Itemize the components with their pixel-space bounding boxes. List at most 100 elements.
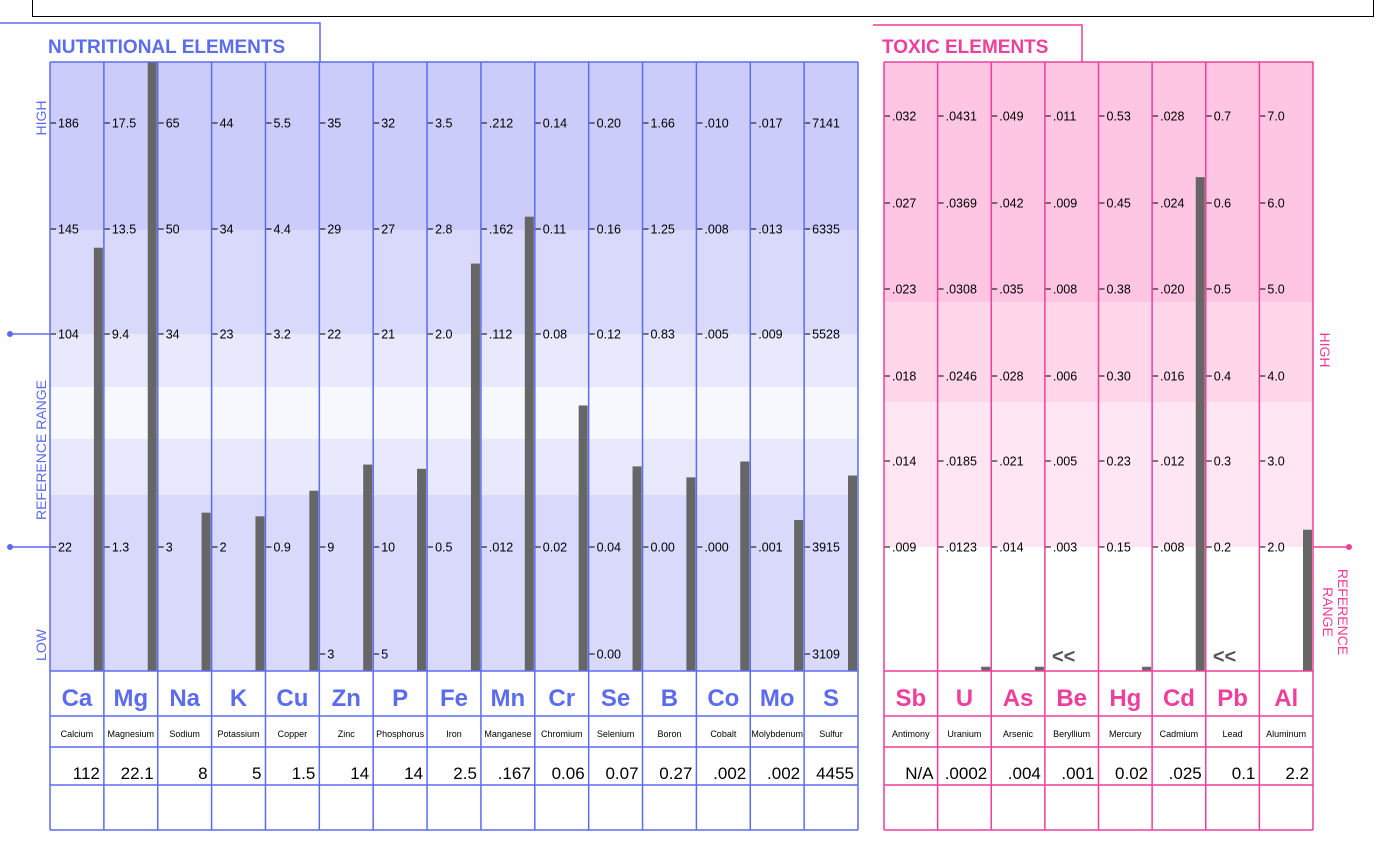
tick-label: .0246 bbox=[946, 370, 977, 384]
element-symbol: Sb bbox=[895, 685, 926, 712]
tick-label: .000 bbox=[704, 541, 728, 555]
nutritional-high-label: HIGH bbox=[33, 101, 49, 136]
element-name: Sodium bbox=[169, 729, 200, 739]
tick-label: 3.0 bbox=[1267, 455, 1284, 469]
tick-label: 9.4 bbox=[112, 328, 129, 342]
nutritional-column-s: 7141 6335 5528 3915 3109 S Sulfur 4455 bbox=[804, 117, 857, 783]
tick-label: 0.12 bbox=[597, 328, 621, 342]
bar-mn bbox=[524, 216, 534, 671]
tick-label: .0185 bbox=[946, 455, 977, 469]
toxic-high-label: HIGH bbox=[1317, 333, 1333, 368]
tick-label: .005 bbox=[704, 328, 728, 342]
tick-label: 0.45 bbox=[1107, 197, 1131, 211]
band-low bbox=[50, 495, 858, 671]
element-name: Potassium bbox=[218, 729, 260, 739]
tick-label: 0.4 bbox=[1214, 370, 1231, 384]
tick-label: .0431 bbox=[946, 110, 977, 124]
below-range-marker: << bbox=[1052, 646, 1075, 668]
tick-label: .042 bbox=[999, 197, 1023, 211]
tick-label: .212 bbox=[489, 117, 513, 131]
tick-label: 35 bbox=[327, 117, 341, 131]
tick-label: 2 bbox=[220, 541, 227, 555]
element-name: Selenium bbox=[597, 729, 635, 739]
nutritional-column-ca: 186 145 104 22 Ca Calcium 112 bbox=[50, 117, 103, 783]
element-result: .004 bbox=[1008, 764, 1041, 783]
element-name: Boron bbox=[657, 729, 681, 739]
tick-label: 29 bbox=[327, 223, 341, 237]
tick-label: .024 bbox=[1160, 197, 1184, 211]
element-symbol: Cd bbox=[1163, 685, 1195, 712]
tick-label: 5.5 bbox=[273, 117, 290, 131]
tick-label: .035 bbox=[999, 283, 1023, 297]
nutritional-title-tab bbox=[0, 22, 321, 62]
element-name: Molybdenum bbox=[751, 729, 803, 739]
element-result: .001 bbox=[1061, 764, 1094, 783]
bar-al bbox=[1303, 529, 1312, 671]
element-result: 0.02 bbox=[1115, 764, 1148, 783]
tick-label: 0.3 bbox=[1214, 455, 1231, 469]
nutritional-column-k: 44 34 23 2 K Potassium 5 bbox=[211, 117, 265, 783]
nutritional-column-mo: .017 .013 .009 .001 Mo Molybdenum .002 bbox=[750, 117, 804, 783]
tick-label: 27 bbox=[381, 223, 395, 237]
tick-label: .017 bbox=[758, 117, 782, 131]
toxic-column-al: 7.0 6.0 5.0 4.0 3.0 2.0 Al Aluminum 2.2 bbox=[1259, 110, 1312, 783]
bar-u bbox=[981, 666, 991, 671]
tick-label: 9 bbox=[327, 541, 334, 555]
tick-label: 7.0 bbox=[1267, 110, 1284, 124]
element-name: Phosphorus bbox=[376, 729, 425, 739]
nutritional-column-cu: 5.5 4.4 3.2 0.9 Cu Copper 1.5 bbox=[265, 117, 319, 783]
tick-label: .012 bbox=[489, 541, 513, 555]
bar-cr bbox=[578, 405, 588, 671]
tick-label: 6.0 bbox=[1267, 197, 1284, 211]
nutritional-column-p: 32 27 21 10 5 P Phosphorus 14 bbox=[373, 117, 427, 783]
nutritional-column-se: 0.20 0.16 0.12 0.04 0.00 Se Selenium 0.07 bbox=[588, 117, 642, 783]
tick-label: .009 bbox=[892, 541, 916, 555]
tick-label: .021 bbox=[999, 455, 1023, 469]
element-symbol: Zn bbox=[332, 685, 361, 712]
bar-fe bbox=[470, 263, 480, 671]
element-symbol: S bbox=[823, 685, 839, 712]
element-symbol: Cr bbox=[548, 685, 575, 712]
toxic-title: TOXIC ELEMENTS bbox=[882, 37, 1048, 58]
toxic-reference-label-2: RANGE bbox=[1320, 587, 1336, 637]
tick-label: 3915 bbox=[812, 541, 840, 555]
bar-mg bbox=[147, 62, 157, 671]
toxic-column-hg: 0.53 0.45 0.38 0.30 0.23 0.15 Hg Mercury 0.02 bbox=[1098, 110, 1152, 783]
element-name: Chromium bbox=[541, 729, 583, 739]
element-symbol: Al bbox=[1274, 685, 1298, 712]
tick-label: 32 bbox=[381, 117, 395, 131]
bar-p bbox=[417, 468, 427, 671]
tick-label: .028 bbox=[1160, 110, 1184, 124]
tick-label: .016 bbox=[1160, 370, 1184, 384]
tick-label: 2.8 bbox=[435, 223, 452, 237]
tick-label: 6335 bbox=[812, 223, 840, 237]
toxic-column-sb: .032 .027 .023 .018 .014 .009 Sb Antimony N/A bbox=[884, 110, 934, 783]
tick-label: 0.11 bbox=[543, 223, 566, 237]
band-ref-lower bbox=[50, 439, 858, 495]
tick-label: .027 bbox=[892, 197, 916, 211]
element-symbol: Mg bbox=[113, 685, 148, 712]
bar-zn bbox=[363, 464, 373, 671]
tick-label: 0.6 bbox=[1214, 197, 1231, 211]
element-symbol: K bbox=[230, 685, 248, 712]
element-result: 0.06 bbox=[552, 764, 585, 783]
toxic-column-u: .0431 .0369 .0308 .0246 .0185 .0123 U Uranium .0… bbox=[937, 110, 991, 783]
element-result: 14 bbox=[350, 764, 369, 783]
element-name: Zinc bbox=[338, 729, 356, 739]
bar-b bbox=[686, 477, 696, 671]
tick-label: 3 bbox=[166, 541, 173, 555]
tick-label: 17.5 bbox=[112, 117, 136, 131]
toxic-ref-dot bbox=[1346, 544, 1352, 550]
element-symbol: Na bbox=[169, 685, 200, 712]
element-symbol: U bbox=[956, 685, 973, 712]
tick-label: 1.66 bbox=[651, 117, 675, 131]
nutritional-column-na: 65 50 34 3 Na Sodium 8 bbox=[157, 117, 211, 783]
tick-label: .014 bbox=[892, 455, 916, 469]
element-result: .167 bbox=[498, 764, 531, 783]
toxic-reference-label-1: REFERENCE bbox=[1335, 569, 1351, 655]
tick-label: 21 bbox=[381, 328, 395, 342]
element-symbol: Ca bbox=[62, 685, 93, 712]
element-symbol: Fe bbox=[440, 685, 468, 712]
nutritional-ref-lower-dot bbox=[7, 544, 13, 550]
tick-label: .0369 bbox=[946, 197, 977, 211]
